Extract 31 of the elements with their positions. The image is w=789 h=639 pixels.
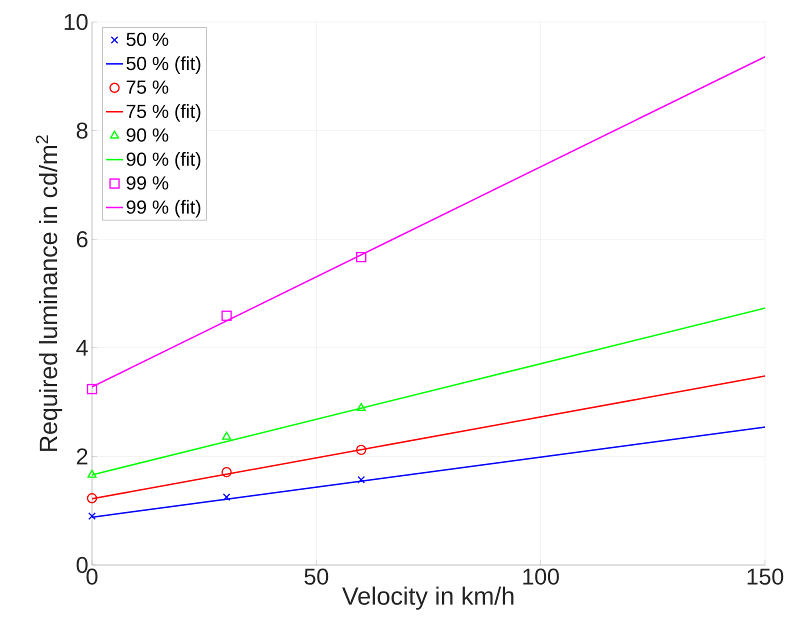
legend-label: 50 % [126,32,168,46]
point [87,470,97,478]
legend-label: 75 % [126,80,168,94]
point [356,444,366,456]
y-tick-label: 8 [76,122,88,139]
point [221,466,232,478]
y-tick-label: 10 [64,14,88,30]
x-tick-label: 50 [304,568,328,585]
x-axis-title: Velocity in km/h [342,586,514,610]
legend-label: 75 % (fit) [126,104,200,122]
legend-label: 99 % (fit) [126,200,200,218]
y-tick-label: 4 [76,340,88,356]
point [86,384,98,394]
y-tick-label: 0 [76,556,88,574]
point [222,493,230,501]
x-tick-label: 100 [523,568,559,585]
legend-label: 90 % [126,128,168,142]
y-tick-label: 2 [76,448,88,464]
x-tick-label: 150 [748,568,784,585]
point [222,432,232,440]
point [356,252,366,262]
point [86,493,98,504]
y-axis-title: Required luminance in cd/m$^{2}$ [36,135,62,451]
legend-label: 99 % [126,176,168,190]
y-tick-label: 6 [76,231,88,248]
point [221,310,232,321]
point [88,512,96,520]
point [357,476,366,484]
legend-label: 50 % (fit) [126,56,200,74]
legend-label: 90 % (fit) [126,152,200,170]
point [356,402,366,411]
